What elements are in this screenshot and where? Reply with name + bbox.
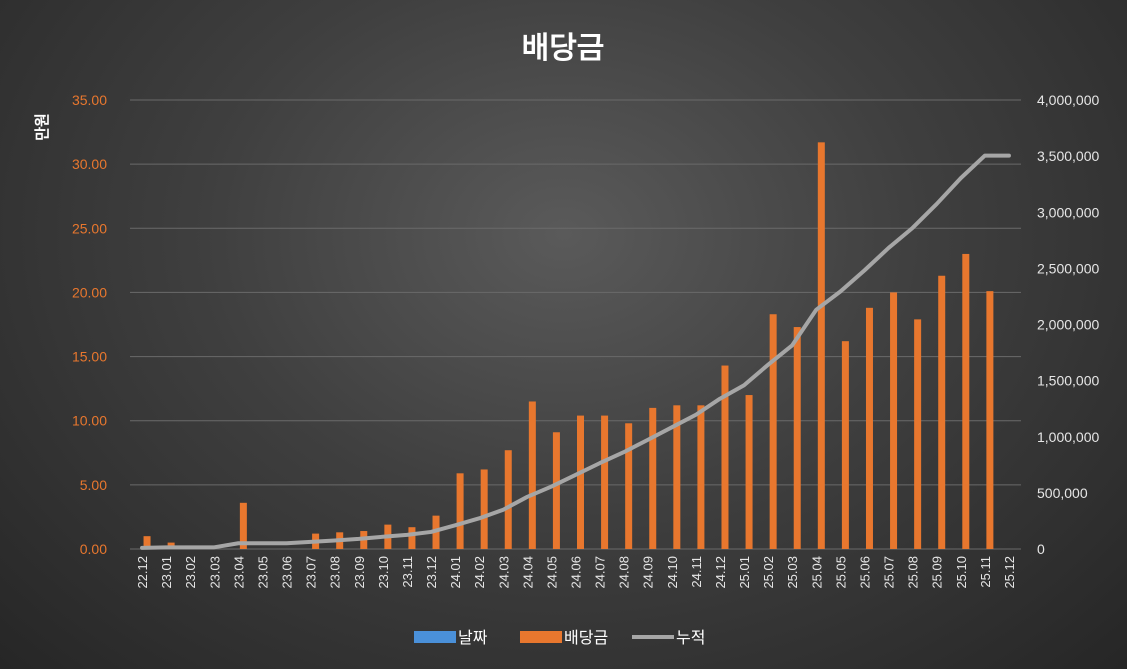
line-series [140, 153, 1011, 550]
bar-25.04 [817, 142, 825, 549]
bar-25.06 [865, 307, 873, 549]
x-tick-label: 24.05 [544, 556, 559, 589]
y-right-tick-label: 1,500,000 [1037, 373, 1099, 389]
x-axis-ticks: 22.12 23.01 23.02 23.03 23.04 23.05 23.06 23.07… [135, 556, 1017, 589]
y-axis-right-ticks: 0 500,000 1,000,000 1,500,000 2,000,000 2,500… [1037, 92, 1099, 557]
chart-title: 배당금 [522, 31, 605, 66]
x-tick-label: 24.12 [713, 556, 728, 589]
bar-24.01 [456, 473, 464, 549]
y-left-tick-label: 35.00 [72, 92, 107, 108]
x-tick-label: 24.07 [593, 556, 608, 589]
y-right-tick-label: 3,000,000 [1037, 204, 1099, 220]
x-tick-label: 24.11 [689, 556, 704, 588]
x-tick-label: 25.08 [906, 556, 921, 589]
y-right-tick-label: 0 [1037, 541, 1045, 557]
x-tick-label: 23.12 [424, 556, 439, 589]
y-left-tick-label: 15.00 [72, 349, 107, 365]
bar-25.02 [769, 314, 777, 549]
x-tick-label: 23.10 [376, 556, 391, 589]
bar-24.10 [673, 405, 681, 549]
y-axis-label: 만원 [33, 113, 51, 141]
x-tick-label: 24.09 [641, 556, 656, 589]
y-right-tick-label: 2,500,000 [1037, 260, 1099, 276]
bar-22.12 [143, 536, 151, 549]
x-tick-label: 24.06 [569, 556, 584, 589]
legend-label: 누적 [676, 628, 705, 647]
legend-swatch-날짜 [414, 631, 456, 643]
bar-24.04 [528, 401, 536, 549]
bar-25.03 [793, 327, 801, 549]
bar-25.05 [841, 341, 849, 549]
bar-25.07 [890, 292, 898, 549]
x-tick-label: 23.08 [328, 556, 343, 589]
bar-24.09 [649, 407, 657, 549]
y-left-tick-label: 5.00 [80, 477, 107, 493]
legend-label: 배당금 [564, 628, 608, 647]
x-tick-label: 24.03 [496, 556, 511, 589]
x-tick-label: 25.02 [761, 556, 776, 589]
y-right-tick-label: 500,000 [1037, 485, 1088, 501]
x-tick-label: 23.01 [159, 556, 174, 589]
y-left-tick-label: 25.00 [72, 220, 107, 236]
legend-swatch-배당금 [520, 631, 562, 643]
x-tick-label: 23.03 [207, 556, 222, 589]
x-tick-label: 23.09 [352, 556, 367, 589]
bar-25.09 [938, 275, 946, 549]
x-tick-label: 25.09 [930, 556, 945, 589]
y-right-tick-label: 3,500,000 [1037, 148, 1099, 164]
x-tick-label: 23.07 [304, 556, 319, 589]
bar-25.01 [745, 395, 753, 549]
x-tick-label: 25.01 [737, 556, 752, 589]
gridlines [130, 99, 1021, 550]
x-tick-label: 25.07 [882, 556, 897, 589]
bar-24.02 [480, 469, 488, 549]
cumulative-line [140, 153, 1011, 550]
x-tick-label: 25.03 [785, 556, 800, 589]
y-right-tick-label: 2,000,000 [1037, 317, 1099, 333]
bar-24.08 [625, 423, 633, 549]
y-right-tick-label: 1,000,000 [1037, 429, 1099, 445]
x-tick-label: 23.06 [280, 556, 295, 589]
x-tick-label: 22.12 [135, 556, 150, 589]
x-tick-label: 23.02 [183, 556, 198, 589]
legend-label: 날짜 [458, 628, 488, 647]
y-left-tick-label: 0.00 [80, 541, 107, 557]
x-tick-label: 24.08 [617, 556, 632, 589]
x-tick-label: 24.01 [448, 556, 463, 589]
bar-23.11 [408, 527, 416, 549]
x-tick-label: 25.04 [809, 556, 824, 589]
x-tick-label: 25.06 [857, 556, 872, 589]
x-tick-label: 23.04 [231, 556, 246, 589]
y-axis-left-ticks: 0.00 5.00 10.00 15.00 20.00 25.00 30.00 35.00 [72, 92, 107, 557]
bar-25.10 [962, 253, 970, 549]
bar-25.08 [914, 319, 922, 549]
bar-24.11 [697, 405, 705, 549]
bar-23.04 [239, 502, 247, 549]
bar-25.11 [986, 291, 994, 549]
bar-24.06 [577, 415, 584, 549]
bar-24.05 [552, 432, 560, 549]
x-tick-label: 24.04 [520, 556, 535, 589]
x-tick-label: 25.11 [978, 556, 993, 588]
bar-24.03 [504, 450, 512, 549]
y-left-tick-label: 20.00 [72, 284, 107, 300]
bar-24.12 [721, 365, 729, 549]
x-tick-label: 25.12 [1002, 556, 1017, 589]
x-tick-label: 24.02 [472, 556, 487, 589]
x-tick-label: 25.05 [833, 556, 848, 589]
bar-series [143, 142, 994, 549]
bar-24.07 [601, 415, 609, 549]
x-tick-label: 23.11 [400, 556, 415, 588]
x-tick-label: 23.05 [255, 556, 270, 589]
legend: 날짜 배당금 누적 [414, 628, 705, 647]
y-left-tick-label: 30.00 [72, 156, 107, 172]
y-right-tick-label: 4,000,000 [1037, 92, 1099, 108]
y-left-tick-label: 10.00 [72, 413, 107, 429]
x-tick-label: 25.10 [954, 556, 969, 589]
x-tick-label: 24.10 [665, 556, 680, 589]
